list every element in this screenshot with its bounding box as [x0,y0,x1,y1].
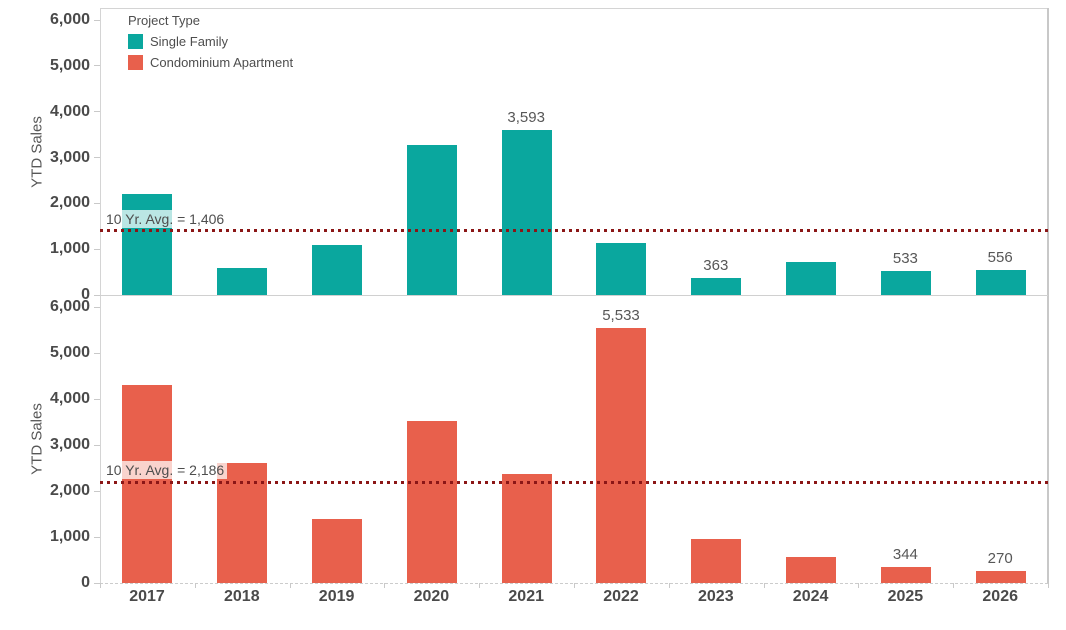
x-tick-label-2022: 2022 [603,588,639,605]
y-tick-label: 3,000 [49,436,90,453]
legend-swatch-icon [128,34,143,49]
reference-line-avg [100,229,1048,233]
bar-value-label: 533 [892,249,918,267]
bar-condominium-apartment-2017[interactable] [122,385,173,583]
x-tick-mark [574,583,575,588]
bar-value-label: 270 [987,549,1013,567]
y-tick-mark [94,202,100,204]
legend: Project Type Single Family Condominium Ap… [128,13,293,76]
y-tick-mark [94,248,100,250]
x-tick-label-2021: 2021 [508,588,544,605]
y-tick-label: 6,000 [49,11,90,28]
bar-condominium-apartment-2023[interactable] [691,539,742,583]
y-tick-label: 2,000 [49,482,90,499]
y-tick-label: 0 [81,286,90,303]
bar-single-family-2023[interactable] [691,278,742,295]
bar-condominium-apartment-2025[interactable] [880,567,931,583]
x-tick-mark [100,583,101,588]
x-tick-mark [479,583,481,588]
x-tick-mark [289,583,291,588]
bar-value-label: 363 [703,257,729,275]
y-tick-label: 3,000 [49,148,90,166]
bar-condominium-apartment-2019[interactable] [312,518,362,583]
x-tick-mark [194,583,196,588]
y-tick-mark [94,157,100,158]
x-tick-label-2018: 2018 [224,588,260,605]
y-tick-mark [94,490,100,492]
y-tick-mark [94,582,100,584]
y-tick-mark [94,306,100,308]
y-tick-label: 2,000 [49,194,90,212]
x-tick-label-2024: 2024 [792,588,829,605]
reference-line-label: 10 Yr. Avg. = 2,186 [103,461,228,480]
bar-single-family-2022[interactable] [596,243,647,295]
x-tick-mark [858,583,860,588]
legend-item-single-family[interactable]: Single Family [128,34,293,49]
y-tick-label: 5,000 [49,56,90,74]
y-tick-mark [94,65,100,67]
bar-single-family-2021[interactable] [501,130,552,295]
legend-swatch-icon [128,55,143,70]
bar-condominium-apartment-2020[interactable] [406,420,457,583]
y-tick-label: 6,000 [49,298,90,315]
y-tick-label: 0 [81,574,90,591]
bar-condominium-apartment-2024[interactable] [786,557,836,583]
y-tick-mark [94,398,100,400]
bar-value-label: 344 [892,546,918,564]
legend-item-label: Single Family [150,34,229,49]
bar-single-family-2018[interactable] [217,267,268,295]
y-tick-mark [94,536,100,538]
y-tick-mark [94,294,100,296]
y-tick-mark [94,444,100,446]
x-tick-mark [384,583,386,588]
bar-value-label: 5,533 [602,307,640,325]
bar-single-family-2026[interactable] [975,269,1026,295]
bar-condominium-apartment-2021[interactable] [501,473,552,583]
legend-item-label: Condominium Apartment [150,55,294,70]
bar-single-family-2019[interactable] [312,245,362,295]
bar-value-label: 3,593 [507,109,545,127]
plot-border-right [1047,8,1049,584]
bar-single-family-2020[interactable] [406,144,457,295]
x-tick-mark [668,583,670,588]
bar-condominium-apartment-2022[interactable] [596,328,647,583]
bar-single-family-2024[interactable] [786,262,836,295]
x-tick-mark [763,583,765,588]
y-tick-mark [94,19,100,21]
x-tick-label-2017: 2017 [129,588,165,605]
x-tick-mark [953,583,955,588]
y-tick-label: 5,000 [49,344,90,361]
bar-single-family-2025[interactable] [880,270,931,295]
y-tick-label: 4,000 [49,102,90,120]
y-tick-label: 4,000 [49,390,90,407]
bar-condominium-apartment-2026[interactable] [975,570,1026,583]
x-tick-label-2026: 2026 [982,588,1018,605]
x-tick-mark [1048,583,1049,588]
y-tick-mark [94,352,100,354]
x-tick-label-2019: 2019 [318,588,355,605]
reference-line-label: 10 Yr. Avg. = 1,406 [103,209,228,228]
bar-value-label: 556 [987,248,1013,266]
legend-title: Project Type [128,13,201,28]
y-tick-label: 1,000 [49,528,90,545]
panel-divider [100,295,1048,296]
y-tick-label: 1,000 [49,240,90,258]
reference-line-avg [100,480,1048,484]
x-tick-label-2025: 2025 [887,588,924,605]
y-tick-mark [94,111,100,113]
x-tick-label-2020: 2020 [413,588,450,605]
plot-border-top [100,8,1048,9]
legend-item-condominium-apartment[interactable]: Condominium Apartment [128,55,293,70]
x-tick-label-2023: 2023 [698,588,734,605]
